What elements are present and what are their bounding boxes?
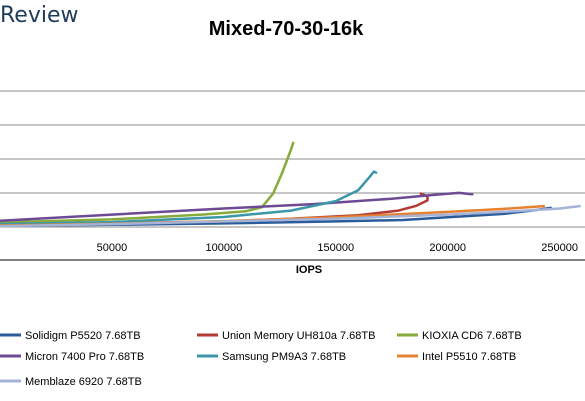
legend-label: Memblaze 6920 7.68TB: [25, 376, 142, 388]
legend-label: Samsung PM9A3 7.68TB: [222, 351, 346, 363]
legend-label: Union Memory UH810a 7.68TB: [222, 330, 375, 342]
x-tick-label: 50000: [97, 242, 128, 254]
legend-label: Solidigm P5520 7.68TB: [25, 330, 141, 342]
series-line-6: [0, 204, 582, 228]
series-line-4: [0, 170, 378, 226]
x-tick-label: 200000: [429, 242, 466, 254]
gridlines: [0, 90, 585, 228]
legend-label: Micron 7400 Pro 7.68TB: [25, 351, 144, 363]
x-axis-label: IOPS: [296, 264, 322, 276]
chart-title: Mixed-70-30-16k: [209, 18, 364, 40]
x-tick-label: 250000: [541, 242, 578, 254]
series-line-2: [0, 141, 295, 224]
brand-logo-text: Review: [0, 3, 79, 28]
legend-label: Intel P5510 7.68TB: [422, 351, 516, 363]
legend: Solidigm P5520 7.68TB Union Memory UH810a…: [0, 330, 522, 388]
x-tick-label: 150000: [317, 242, 354, 254]
legend-label: KIOXIA CD6 7.68TB: [422, 330, 522, 342]
x-tick-label: 100000: [205, 242, 242, 254]
series-line-3: [0, 191, 474, 222]
series-lines: [0, 141, 582, 228]
x-tick-labels: 50000 100000 150000 200000 250000: [97, 242, 578, 254]
